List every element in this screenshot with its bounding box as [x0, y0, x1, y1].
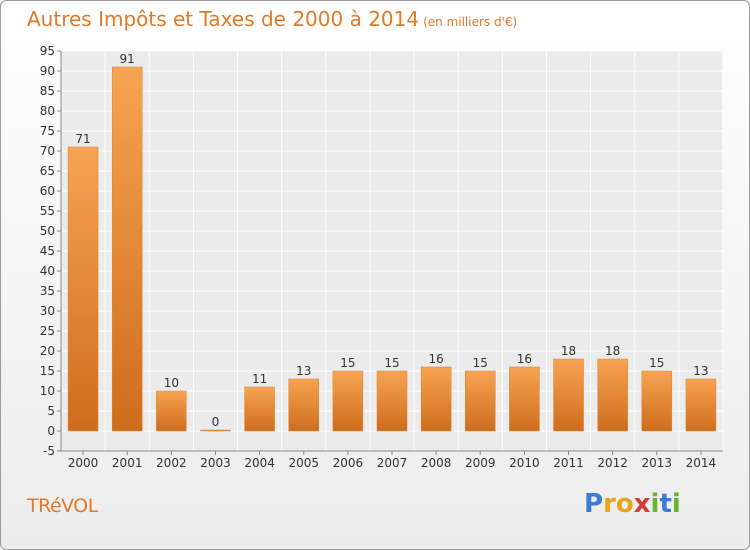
town-name: TRéVOL: [27, 495, 98, 517]
bar-value-label: 15: [340, 356, 355, 370]
y-tick-label: 15: [40, 364, 55, 378]
x-tick-label: 2014: [686, 456, 717, 470]
bar: [465, 370, 496, 432]
y-tick-label: 10: [40, 384, 55, 398]
bar-value-label: 18: [605, 344, 620, 358]
y-tick-label: 75: [40, 124, 55, 138]
bar: [200, 429, 231, 432]
bar: [288, 378, 319, 432]
y-tick-label: 45: [40, 244, 55, 258]
bar: [641, 370, 673, 432]
x-tick-label: 2013: [642, 456, 673, 470]
bar-value-label: 18: [561, 344, 576, 358]
y-tick-label: 60: [40, 184, 55, 198]
y-tick-label: 80: [40, 104, 55, 118]
y-tick-label: 30: [40, 304, 55, 318]
x-tick-label: 2006: [333, 456, 364, 470]
x-tick-label: 2005: [288, 456, 319, 470]
bar: [420, 366, 452, 432]
y-tick-label: 70: [40, 144, 55, 158]
chart-subtitle: (en milliers d'€): [423, 15, 518, 29]
y-tick-label: -5: [43, 444, 55, 458]
y-tick-label: 40: [40, 264, 55, 278]
bar-value-label: 15: [384, 356, 399, 370]
bar: [332, 370, 364, 432]
chart-title-text: Autres Impôts et Taxes de 2000 à 2014: [27, 7, 420, 31]
x-tick-label: 2007: [377, 456, 408, 470]
y-tick-label: 20: [40, 344, 55, 358]
y-tick-label: 5: [47, 404, 55, 418]
bar: [244, 386, 275, 432]
bar-value-label: 16: [517, 352, 532, 366]
bar-value-label: 15: [649, 356, 664, 370]
bar-value-label: 11: [252, 372, 267, 386]
bar: [685, 378, 717, 432]
bar-value-label: 91: [120, 52, 135, 66]
x-tick-label: 2012: [597, 456, 628, 470]
x-tick-label: 2009: [465, 456, 496, 470]
bar: [553, 358, 584, 432]
y-tick-label: 35: [40, 284, 55, 298]
x-tick-label: 2002: [156, 456, 187, 470]
bar-value-label: 0: [212, 415, 220, 429]
y-tick-label: 25: [40, 324, 55, 338]
y-tick-label: 90: [40, 64, 55, 78]
y-tick-label: 95: [40, 44, 55, 58]
x-tick-label: 2004: [244, 456, 275, 470]
x-tick-label: 2000: [68, 456, 99, 470]
x-tick-label: 2010: [509, 456, 540, 470]
bar: [597, 358, 628, 432]
y-tick-label: 85: [40, 84, 55, 98]
y-tick-label: 55: [40, 204, 55, 218]
bar-value-label: 13: [693, 364, 708, 378]
bar-value-label: 13: [296, 364, 311, 378]
bar: [509, 366, 540, 432]
chart-title: Autres Impôts et Taxes de 2000 à 2014 (en…: [27, 7, 517, 31]
proxiti-logo: Proxiti: [584, 489, 681, 519]
y-tick-label: 0: [47, 424, 55, 438]
x-tick-label: 2003: [200, 456, 231, 470]
bar: [67, 146, 99, 432]
bar: [376, 370, 408, 432]
bar: [156, 390, 187, 432]
x-tick-label: 2001: [112, 456, 143, 470]
y-tick-label: 65: [40, 164, 55, 178]
x-tick-label: 2011: [553, 456, 584, 470]
bar: [111, 66, 143, 432]
bar-value-label: 10: [164, 376, 179, 390]
bar-value-label: 16: [428, 352, 443, 366]
bar-value-label: 71: [75, 132, 90, 146]
y-tick-label: 50: [40, 224, 55, 238]
x-tick-label: 2008: [421, 456, 452, 470]
bar-value-label: 15: [473, 356, 488, 370]
